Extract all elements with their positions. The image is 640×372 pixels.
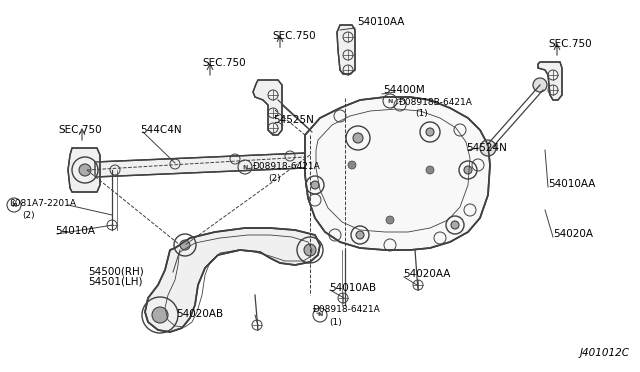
Text: 54010AA: 54010AA bbox=[548, 179, 595, 189]
Text: SEC.750: SEC.750 bbox=[202, 58, 246, 68]
Text: 54501(LH): 54501(LH) bbox=[88, 277, 143, 287]
Polygon shape bbox=[337, 25, 355, 74]
Text: 54400M: 54400M bbox=[383, 85, 425, 95]
Text: 54524N: 54524N bbox=[466, 143, 507, 153]
Text: N: N bbox=[243, 164, 248, 170]
Text: SEC.750: SEC.750 bbox=[272, 31, 316, 41]
Text: Ð08918-6421A: Ð08918-6421A bbox=[312, 305, 380, 314]
Text: J401012C: J401012C bbox=[580, 348, 630, 358]
Circle shape bbox=[480, 140, 496, 156]
Circle shape bbox=[152, 307, 168, 323]
Text: (2): (2) bbox=[268, 173, 280, 183]
Text: N: N bbox=[387, 99, 393, 103]
Text: ß081A7-2201A: ß081A7-2201A bbox=[9, 199, 76, 208]
Polygon shape bbox=[95, 153, 305, 177]
Text: 54525N: 54525N bbox=[273, 115, 314, 125]
Polygon shape bbox=[68, 148, 100, 192]
Polygon shape bbox=[145, 228, 320, 332]
Circle shape bbox=[348, 161, 356, 169]
Circle shape bbox=[533, 78, 547, 92]
Circle shape bbox=[356, 231, 364, 239]
Circle shape bbox=[426, 128, 434, 136]
Text: 54500(RH): 54500(RH) bbox=[88, 266, 144, 276]
Text: 54010AB: 54010AB bbox=[329, 283, 376, 293]
Text: 54010AA: 54010AA bbox=[357, 17, 404, 27]
Circle shape bbox=[426, 166, 434, 174]
Text: N: N bbox=[12, 202, 17, 208]
Text: Ð08918-6421A: Ð08918-6421A bbox=[252, 161, 320, 170]
Text: 54020AB: 54020AB bbox=[176, 309, 223, 319]
Text: SEC.750: SEC.750 bbox=[58, 125, 102, 135]
Text: 544C4N: 544C4N bbox=[140, 125, 182, 135]
Circle shape bbox=[311, 181, 319, 189]
Text: N: N bbox=[317, 312, 323, 317]
Circle shape bbox=[464, 166, 472, 174]
Circle shape bbox=[304, 244, 316, 256]
Polygon shape bbox=[253, 80, 282, 135]
Text: 54020AA: 54020AA bbox=[403, 269, 451, 279]
Text: 54020A: 54020A bbox=[553, 229, 593, 239]
Circle shape bbox=[386, 216, 394, 224]
Text: (2): (2) bbox=[22, 211, 35, 219]
Text: SEC.750: SEC.750 bbox=[548, 39, 591, 49]
Text: Ð08918B-6421A: Ð08918B-6421A bbox=[398, 97, 472, 106]
Text: (1): (1) bbox=[415, 109, 428, 118]
Text: 54010A: 54010A bbox=[55, 226, 95, 236]
Circle shape bbox=[353, 133, 363, 143]
Polygon shape bbox=[538, 62, 562, 100]
Polygon shape bbox=[305, 97, 490, 250]
Circle shape bbox=[451, 221, 459, 229]
Circle shape bbox=[79, 164, 91, 176]
Text: (1): (1) bbox=[329, 317, 342, 327]
Circle shape bbox=[180, 240, 190, 250]
